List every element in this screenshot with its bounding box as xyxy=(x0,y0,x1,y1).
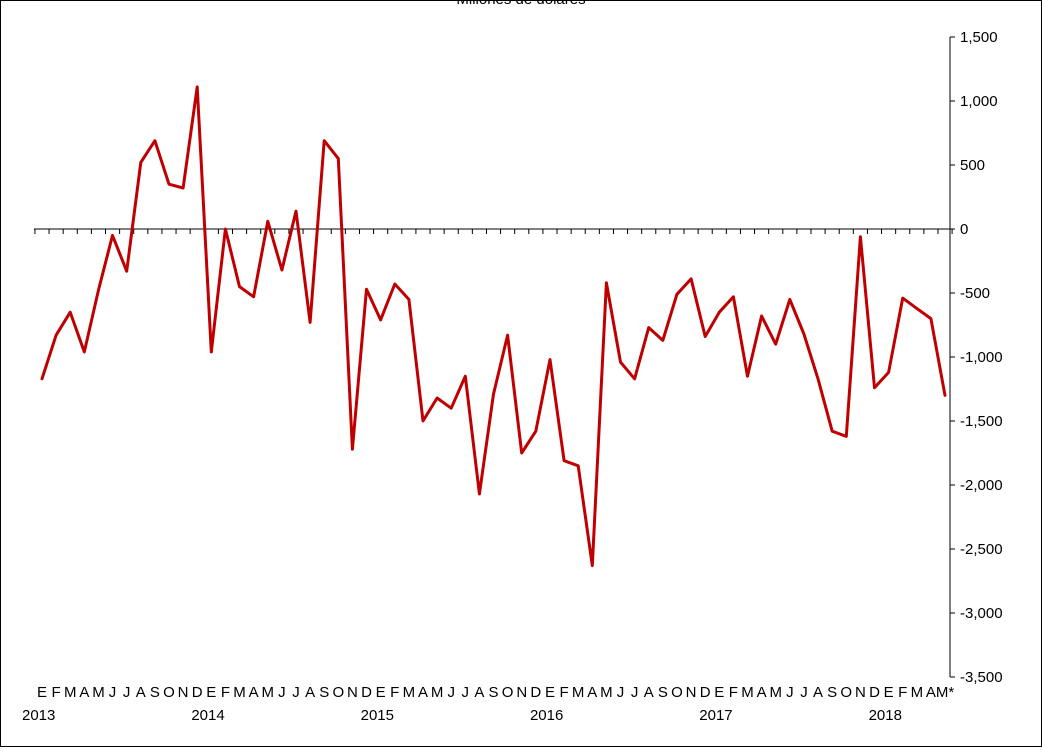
x-month-label: F xyxy=(52,684,61,701)
x-month-label: M xyxy=(233,684,246,701)
x-year-label: 2014 xyxy=(191,707,224,724)
x-year-label: 2018 xyxy=(869,707,902,724)
x-month-label: S xyxy=(489,684,499,701)
x-month-label: D xyxy=(361,684,372,701)
x-month-label: J xyxy=(617,684,625,701)
axes: 1,500 1,000 500 0 -500 -1,000 -1,500 -2,000 -2,5… xyxy=(34,29,1003,686)
x-month-label: A xyxy=(136,684,146,701)
x-month-label: M xyxy=(769,684,782,701)
x-month-label: E xyxy=(884,684,894,701)
x-month-label: N xyxy=(516,684,527,701)
x-month-label: S xyxy=(827,684,837,701)
x-month-label: M xyxy=(262,684,275,701)
x-month-label: F xyxy=(729,684,738,701)
x-month-label: F xyxy=(559,684,568,701)
x-month-label: A xyxy=(757,684,767,701)
x-month-label: A xyxy=(813,684,823,701)
y-tick-label: 500 xyxy=(960,157,985,174)
x-year-label: 2016 xyxy=(530,707,563,724)
x-month-label: J xyxy=(631,684,639,701)
x-month-label: E xyxy=(714,684,724,701)
x-month-label: F xyxy=(221,684,230,701)
x-year-label: 2013 xyxy=(22,707,55,724)
x-month-label: N xyxy=(686,684,697,701)
series-layer xyxy=(40,85,947,568)
x-month-label: O xyxy=(332,684,344,701)
x-month-label: N xyxy=(347,684,358,701)
x-month-label: O xyxy=(840,684,852,701)
x-month-label: A xyxy=(644,684,654,701)
x-month-label: S xyxy=(658,684,668,701)
x-month-label: S xyxy=(319,684,329,701)
y-tick-label: 1,500 xyxy=(960,29,998,46)
x-month-label: A xyxy=(926,684,936,701)
x-month-label: E xyxy=(376,684,386,701)
x-month-label: F xyxy=(390,684,399,701)
y-tick-label: -2,000 xyxy=(960,477,1003,494)
x-month-label: O xyxy=(671,684,683,701)
x-month-label: J xyxy=(786,684,794,701)
x-month-label: M xyxy=(431,684,444,701)
x-month-label: D xyxy=(700,684,711,701)
y-tick-label: -3,000 xyxy=(960,605,1003,622)
x-month-label: J xyxy=(109,684,117,701)
x-month-label: A xyxy=(418,684,428,701)
series-line xyxy=(40,85,947,568)
x-month-label: D xyxy=(192,684,203,701)
chart-title: Millones de dólares xyxy=(456,0,585,8)
x-month-label: A xyxy=(79,684,89,701)
y-tick-label: -1,500 xyxy=(960,413,1003,430)
y-tick-label: 0 xyxy=(960,221,968,238)
x-month-label: M xyxy=(64,684,77,701)
x-month-label: A xyxy=(249,684,259,701)
x-month-label: O xyxy=(502,684,514,701)
y-tick-label: 1,000 xyxy=(960,93,998,110)
x-month-label: J xyxy=(278,684,286,701)
x-year-label: 2015 xyxy=(361,707,394,724)
x-month-label: E xyxy=(206,684,216,701)
x-month-label: M xyxy=(92,684,105,701)
x-month-label: E xyxy=(545,684,555,701)
x-year-label: 2017 xyxy=(699,707,732,724)
y-tick-label: -2,500 xyxy=(960,541,1003,558)
x-month-label: N xyxy=(855,684,866,701)
x-month-label: M xyxy=(403,684,416,701)
x-month-label: J xyxy=(447,684,455,701)
x-month-label: M* xyxy=(936,684,954,701)
x-month-label: M xyxy=(572,684,585,701)
x-month-label: D xyxy=(869,684,880,701)
x-month-label: N xyxy=(178,684,189,701)
x-month-label: A xyxy=(587,684,597,701)
x-month-label: D xyxy=(530,684,541,701)
x-month-label: J xyxy=(462,684,470,701)
y-tick-label: -500 xyxy=(960,285,990,302)
y-tick-label: -1,000 xyxy=(960,349,1003,366)
x-month-label: J xyxy=(800,684,808,701)
x-month-label: E xyxy=(37,684,47,701)
x-month-label: J xyxy=(123,684,131,701)
x-month-label: J xyxy=(292,684,300,701)
x-month-label: F xyxy=(898,684,907,701)
x-month-label: A xyxy=(305,684,315,701)
y-tick-label: -3,500 xyxy=(960,669,1003,686)
x-month-label: S xyxy=(150,684,160,701)
x-month-label: M xyxy=(911,684,924,701)
x-month-label: O xyxy=(163,684,175,701)
x-month-label: M xyxy=(741,684,754,701)
x-month-label: M xyxy=(600,684,613,701)
x-month-label: A xyxy=(474,684,484,701)
